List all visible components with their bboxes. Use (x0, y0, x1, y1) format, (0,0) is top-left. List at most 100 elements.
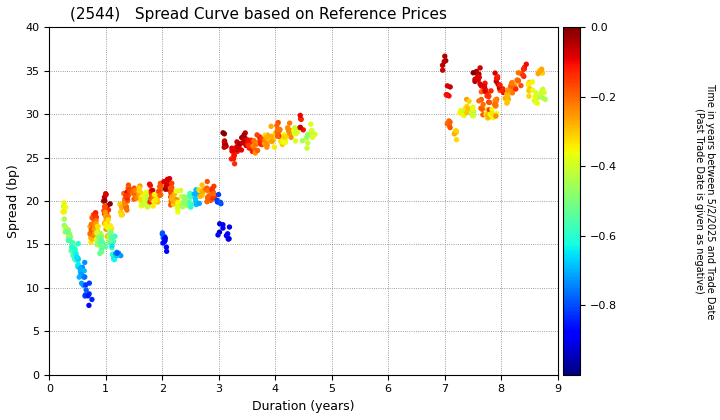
Point (86, 215, 98, 221)
Point (179, 194, 191, 200)
Point (103, 207, 114, 213)
Point (99, 203, 110, 210)
Point (197, 192, 208, 199)
Point (60, 204, 71, 211)
Point (246, 143, 257, 150)
Point (130, 192, 141, 199)
Point (239, 135, 251, 142)
Point (479, 83, 490, 90)
Point (165, 187, 176, 194)
Point (217, 221, 229, 228)
Point (215, 199, 226, 206)
Point (80, 281, 91, 288)
Point (202, 185, 213, 192)
Point (229, 148, 240, 155)
Point (147, 193, 158, 199)
Point (496, 86, 508, 93)
Point (69, 254, 81, 260)
Point (96, 244, 108, 251)
Point (66, 244, 77, 251)
Point (158, 178, 170, 185)
Point (240, 142, 252, 149)
Point (90, 217, 102, 224)
Point (145, 195, 156, 202)
Point (467, 112, 479, 119)
Point (458, 108, 469, 114)
Point (467, 104, 479, 110)
Point (122, 182, 134, 189)
Point (239, 138, 251, 144)
Point (91, 214, 102, 220)
Point (497, 85, 508, 92)
Point (248, 137, 260, 144)
Point (491, 75, 503, 81)
Point (123, 184, 135, 191)
Point (168, 191, 180, 197)
Point (69, 252, 81, 259)
Point (116, 204, 127, 211)
Point (193, 186, 204, 193)
Point (224, 224, 235, 231)
Point (450, 128, 462, 134)
Point (494, 84, 505, 91)
Point (490, 98, 502, 105)
Point (207, 189, 219, 196)
Point (96, 241, 108, 247)
Point (176, 202, 188, 209)
Point (96, 238, 107, 244)
Point (130, 187, 141, 194)
Point (162, 179, 174, 186)
Point (90, 216, 102, 223)
Point (124, 188, 135, 195)
Point (164, 175, 176, 182)
Point (539, 96, 551, 103)
Point (242, 141, 253, 148)
Point (521, 61, 532, 68)
Point (506, 79, 518, 86)
Point (217, 129, 229, 136)
Point (135, 195, 147, 202)
Point (144, 201, 156, 208)
Point (76, 265, 87, 272)
Point (226, 148, 238, 155)
Point (72, 257, 84, 264)
Point (94, 241, 105, 248)
Point (158, 238, 170, 245)
Point (476, 105, 487, 111)
Point (88, 224, 99, 231)
Point (165, 185, 176, 192)
Point (202, 195, 213, 202)
Point (535, 90, 546, 97)
Point (99, 209, 111, 215)
Point (139, 195, 150, 202)
Point (86, 228, 97, 235)
Point (162, 186, 174, 193)
Point (231, 139, 243, 145)
Point (68, 252, 79, 259)
Point (507, 89, 518, 96)
Point (507, 84, 518, 90)
Point (92, 228, 104, 235)
Point (135, 190, 147, 197)
Point (99, 220, 110, 227)
Point (155, 181, 166, 188)
Point (536, 70, 548, 76)
Point (121, 198, 132, 205)
Point (482, 111, 494, 118)
Point (219, 141, 230, 147)
Point (501, 90, 513, 97)
Point (486, 106, 498, 113)
Point (504, 86, 516, 93)
Point (127, 190, 139, 197)
Point (184, 192, 195, 199)
Point (93, 223, 104, 230)
Point (266, 138, 277, 144)
Point (93, 239, 104, 246)
Point (223, 235, 235, 242)
Point (95, 233, 107, 240)
Point (123, 188, 135, 194)
Point (139, 198, 150, 205)
Point (166, 184, 178, 191)
Point (68, 254, 80, 261)
Point (91, 241, 103, 248)
